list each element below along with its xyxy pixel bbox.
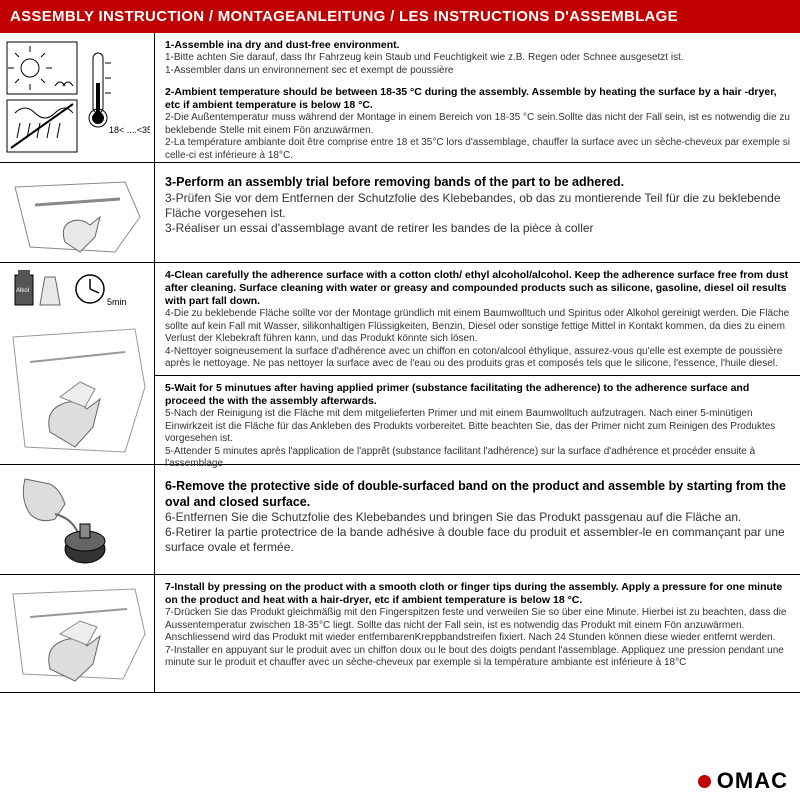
text-row-3: 4-Clean carefully the adherence surface …	[155, 263, 800, 464]
text-row-1: 1-Assemble ina dry and dust-free environ…	[155, 33, 800, 162]
illustration-trial	[0, 163, 155, 262]
svg-text:Alkol: Alkol	[16, 288, 29, 294]
row-2: 3-Perform an assembly trial before remov…	[0, 163, 800, 263]
step-5-en: 5-Wait for 5 minutues after having appli…	[165, 382, 790, 408]
text-row-5: 7-Install by pressing on the product wit…	[155, 575, 800, 692]
step-7-fr: 7-Installer en appuyant sur le produit a…	[165, 645, 790, 670]
step-5-de: 5-Nach der Reinigung ist die Fläche mit …	[165, 408, 790, 446]
illustration-peel	[0, 465, 155, 574]
step-6-en: 6-Remove the protective side of double-s…	[165, 479, 790, 510]
step-6-de: 6-Entfernen Sie die Schutzfolie des Kleb…	[165, 510, 790, 525]
row-5: 7-Install by pressing on the product wit…	[0, 575, 800, 693]
text-row-2: 3-Perform an assembly trial before remov…	[155, 163, 800, 262]
step-7-de: 7-Drücken Sie das Produkt gleichmäßig mi…	[165, 607, 790, 645]
illustration-clean: Alkol 5min	[0, 263, 155, 464]
step-7-en: 7-Install by pressing on the product wit…	[165, 581, 790, 607]
step-3-fr: 3-Réaliser un essai d'assemblage avant d…	[165, 221, 790, 236]
illustration-press	[0, 575, 155, 692]
step-3-de: 3-Prüfen Sie vor dem Entfernen der Schut…	[165, 191, 790, 221]
text-row-4: 6-Remove the protective side of double-s…	[155, 465, 800, 574]
temp-label: 18< ....<35 C	[109, 125, 150, 135]
step-4-en: 4-Clean carefully the adherence surface …	[165, 269, 790, 308]
row-1: 18< ....<35 C 1-Assemble ina dry and dus…	[0, 33, 800, 163]
step-6-fr: 6-Retirer la partie protectrice de la ba…	[165, 525, 790, 555]
illustration-environment: 18< ....<35 C	[0, 33, 155, 162]
step-1-de: 1-Bitte achten Sie darauf, dass Ihr Fahr…	[165, 52, 790, 65]
brand-dot-icon	[698, 775, 711, 788]
title-text: ASSEMBLY INSTRUCTION / MONTAGEANLEITUNG …	[10, 8, 678, 25]
row-4: 6-Remove the protective side of double-s…	[0, 465, 800, 575]
footer: OMAC	[698, 768, 788, 794]
title-bar: ASSEMBLY INSTRUCTION / MONTAGEANLEITUNG …	[0, 0, 800, 33]
step-1-en: 1-Assemble ina dry and dust-free environ…	[165, 39, 790, 52]
step-3-en: 3-Perform an assembly trial before remov…	[165, 175, 790, 191]
step-2-fr: 2-La température ambiante doit être comp…	[165, 137, 790, 162]
step-2-de: 2-Die Außentemperatur muss während der M…	[165, 112, 790, 137]
step-2-en: 2-Ambient temperature should be between …	[165, 86, 790, 112]
step-4-fr: 4-Nettoyer soigneusement la surface d'ad…	[165, 346, 790, 371]
step-1-fr: 1-Assembler dans un environnement sec et…	[165, 65, 790, 78]
row-3: Alkol 5min 4-Clean carefully the adheren…	[0, 263, 800, 465]
svg-text:5min: 5min	[107, 297, 127, 307]
step-4-de: 4-Die zu beklebende Fläche sollte vor de…	[165, 308, 790, 346]
brand-text: OMAC	[717, 768, 788, 794]
